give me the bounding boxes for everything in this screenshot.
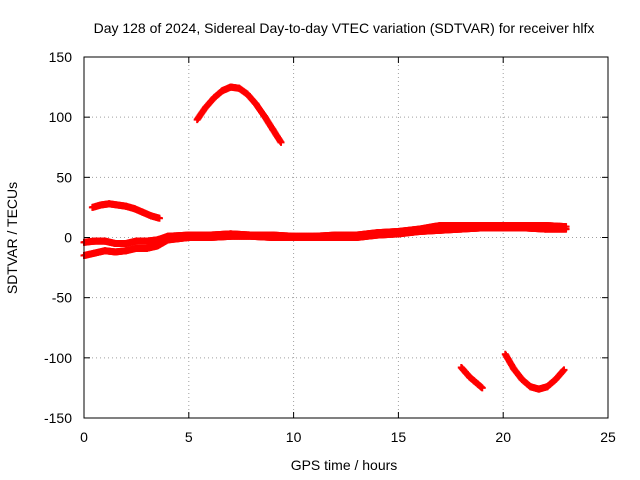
y-tick-label: -150: [44, 410, 72, 426]
y-tick-label: 150: [49, 49, 73, 65]
series-arc-late-low-2: [501, 350, 568, 393]
points-layer: [80, 83, 570, 393]
x-tick-label: 10: [286, 429, 302, 445]
chart-title: Day 128 of 2024, Sidereal Day-to-day VTE…: [94, 20, 595, 36]
x-tick-label: 25: [600, 429, 616, 445]
y-tick-label: -50: [52, 290, 72, 306]
y-tick-label: 0: [64, 230, 72, 246]
y-tick-label: 50: [56, 169, 72, 185]
x-tick-label: 5: [185, 429, 193, 445]
data-point: [560, 366, 568, 374]
series-arc-midday-high: [193, 83, 285, 146]
data-point: [478, 384, 486, 392]
x-axis-label: GPS time / hours: [291, 457, 398, 473]
data-point: [155, 214, 163, 222]
x-tick-label: 15: [391, 429, 407, 445]
series-arc-early: [88, 200, 163, 222]
x-tick-label: 0: [80, 429, 88, 445]
y-tick-label: -100: [44, 350, 72, 366]
tick-layer: 0 5 10 15 20 25 -150 -100 -50 0 50 100 150: [44, 49, 616, 445]
series-arc-late-low-1: [457, 363, 486, 392]
series-main-band-lower: [80, 224, 570, 260]
data-point: [277, 138, 285, 146]
x-tick-label: 20: [495, 429, 511, 445]
data-point: [562, 225, 570, 233]
y-axis-label: SDTVAR / TECUs: [4, 182, 20, 294]
y-tick-label: 100: [49, 109, 73, 125]
